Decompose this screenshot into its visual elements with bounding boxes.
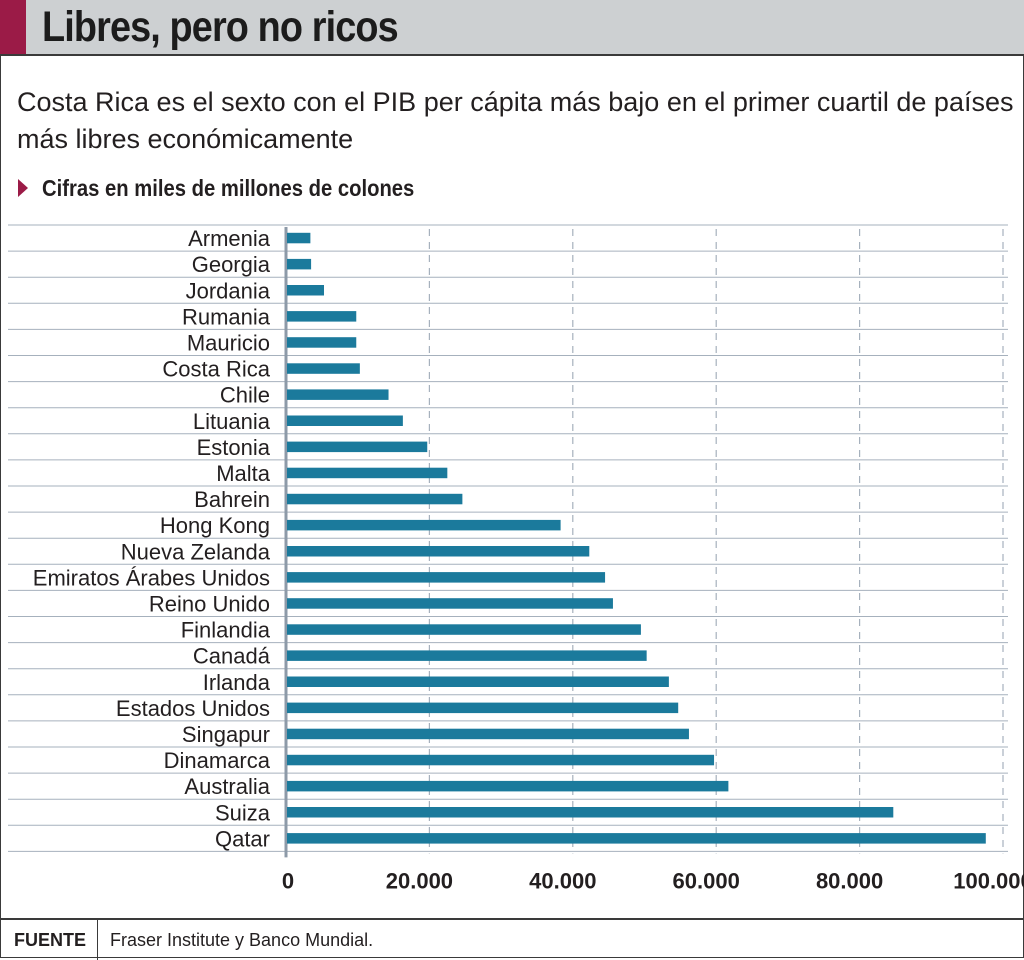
footer: FUENTE Fraser Institute y Banco Mundial. bbox=[0, 918, 1024, 960]
source-label: FUENTE bbox=[14, 930, 86, 950]
unit-note: Cifras en miles de millones de colones bbox=[42, 175, 415, 201]
triangle-marker-icon bbox=[18, 179, 28, 197]
footer-divider bbox=[97, 920, 98, 960]
category-label: Georgia bbox=[192, 252, 271, 277]
bar-layer bbox=[287, 232, 986, 844]
bar bbox=[287, 493, 463, 505]
category-label: Suiza bbox=[215, 800, 271, 825]
bar bbox=[287, 363, 360, 374]
category-label: Estonia bbox=[197, 435, 271, 460]
category-label: Irlanda bbox=[203, 670, 271, 695]
bar bbox=[287, 754, 715, 766]
category-label: Rumania bbox=[182, 304, 271, 329]
header-accent-block bbox=[0, 0, 26, 54]
category-label: Malta bbox=[216, 461, 271, 486]
category-label: Finlandia bbox=[181, 618, 271, 643]
bar bbox=[287, 572, 606, 583]
header-bar: Libres, pero no ricos bbox=[0, 0, 1024, 56]
bar bbox=[287, 389, 389, 400]
category-label: Singapur bbox=[182, 722, 270, 747]
bar bbox=[287, 833, 986, 844]
tick-label: 20.000 bbox=[386, 868, 453, 893]
tick-label: 100.000 bbox=[953, 868, 1024, 893]
tick-label: 80.000 bbox=[816, 868, 883, 893]
category-label: Mauricio bbox=[187, 330, 270, 355]
category-label: Estados Unidos bbox=[116, 696, 270, 721]
bar bbox=[287, 415, 403, 426]
category-label: Reino Unido bbox=[149, 591, 270, 616]
category-label: Chile bbox=[220, 383, 270, 408]
bar bbox=[287, 702, 679, 714]
source-text: Fraser Institute y Banco Mundial. bbox=[110, 930, 374, 950]
bar bbox=[287, 285, 325, 296]
bar bbox=[287, 676, 669, 687]
bar bbox=[287, 728, 689, 740]
grid-layer bbox=[8, 224, 1008, 858]
category-label-layer: ArmeniaGeorgiaJordaniaRumaniaMauricioCos… bbox=[33, 226, 271, 851]
bar bbox=[287, 598, 613, 609]
chart-subtitle: Costa Rica es el sexto con el PIB per cá… bbox=[17, 87, 1014, 154]
category-label: Lituania bbox=[193, 409, 271, 434]
category-label: Nueva Zelanda bbox=[121, 539, 271, 564]
bar bbox=[287, 441, 428, 453]
bar bbox=[287, 337, 357, 348]
page-title: Libres, pero no ricos bbox=[42, 3, 399, 51]
category-label: Dinamarca bbox=[164, 748, 271, 773]
category-label: Australia bbox=[184, 774, 270, 799]
tick-label: 0 bbox=[282, 868, 294, 893]
category-label: Costa Rica bbox=[162, 357, 270, 382]
bar bbox=[287, 258, 312, 270]
bar-chart: ArmeniaGeorgiaJordaniaRumaniaMauricioCos… bbox=[8, 224, 1024, 893]
bar bbox=[287, 780, 729, 792]
bar bbox=[287, 311, 357, 322]
bar bbox=[287, 232, 311, 244]
category-label: Jordania bbox=[186, 278, 271, 303]
category-label: Armenia bbox=[188, 226, 271, 251]
tick-label-layer: 0 20.000 40.000 60.000 80.000 100.000 bbox=[282, 868, 1024, 893]
bar bbox=[287, 467, 448, 479]
bar bbox=[287, 624, 641, 635]
bar bbox=[287, 650, 647, 661]
bar bbox=[287, 519, 561, 531]
bar bbox=[287, 546, 590, 557]
tick-label: 40.000 bbox=[529, 868, 596, 893]
category-label: Canadá bbox=[193, 644, 271, 669]
category-label: Hong Kong bbox=[160, 513, 270, 538]
tick-label: 60.000 bbox=[673, 868, 740, 893]
category-label: Qatar bbox=[215, 826, 270, 851]
bar bbox=[287, 807, 894, 818]
category-label: Emiratos Árabes Unidos bbox=[33, 565, 270, 590]
category-label: Bahrein bbox=[194, 487, 270, 512]
